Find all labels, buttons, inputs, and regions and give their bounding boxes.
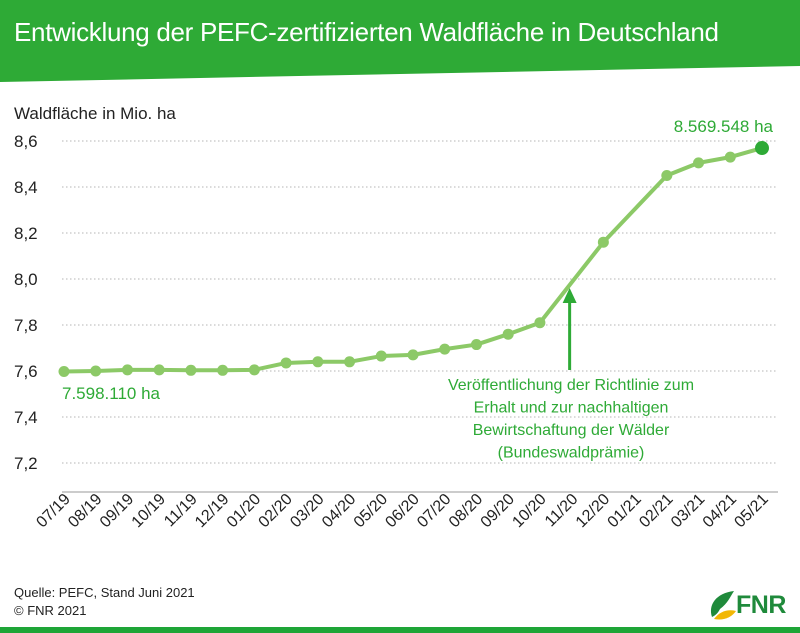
y-tick-label: 8,4 [14,178,38,197]
y-tick-label: 8,6 [14,132,38,151]
series-line [62,146,764,374]
last-value-label: 8.569.548 ha [674,117,774,136]
x-tick-label: 11/20 [542,491,582,531]
data-point [470,339,482,351]
data-point [280,357,292,369]
annotation-arrow-layer [562,288,577,370]
x-tick-label: 02/20 [256,491,296,531]
x-tick-label: 07/20 [414,491,454,531]
data-point [121,364,133,376]
data-point [407,349,419,361]
y-tick-labels: 7,2 7,4 7,6 7,8 8,0 8,2 8,4 8,6 [14,132,38,473]
annotation-note-line: Bewirtschaftung der Wälder [473,422,670,439]
x-tick-label: 05/20 [351,491,391,531]
data-point [344,356,356,368]
data-point [724,151,736,163]
data-point [153,364,165,376]
x-tick-label: 09/20 [478,491,518,531]
x-tick-label: 07/19 [33,491,73,531]
grid-layer [62,140,778,493]
data-point [502,328,514,340]
x-tick-label: 03/21 [668,491,708,531]
copyright-text: © FNR 2021 [14,603,87,618]
leaf-icon [710,591,736,620]
line-chart: 7,2 7,4 7,6 7,8 8,0 8,2 8,4 8,6 07/1908/1909/19… [14,117,778,531]
data-point [534,317,546,329]
first-value-label: 7.598.110 ha [62,384,161,403]
data-point [58,365,70,377]
data-point [661,170,673,181]
logo-text: FNR [736,591,786,619]
x-tick-label: 05/21 [731,491,771,531]
x-tick-label: 10/20 [509,491,549,531]
annotation-note-line: Veröffentlichung der Richtlinie zum [448,377,694,394]
data-point [185,364,197,376]
fnr-logo: FNR [706,587,792,623]
y-tick-label: 7,2 [14,454,38,473]
x-tick-label: 10/19 [129,491,169,531]
annotation-labels: 7.598.110 ha 8.569.548 ha Veröffentlichung… [62,117,774,462]
x-tick-label: 08/19 [65,491,105,531]
source-note: Quelle: PEFC, Stand Juni 2021 © FNR 2021 [14,584,195,620]
chart-title: Entwicklung der PEFC-zertifizierten Wald… [14,17,719,47]
x-tick-labels: 07/1908/1909/1910/1911/1912/1901/2002/20… [33,491,771,531]
x-tick-label: 09/19 [97,491,137,531]
bottom-bar [0,627,800,633]
data-point [693,157,705,169]
y-axis-title: Waldfläche in Mio. ha [14,104,176,123]
y-tick-label: 8,0 [14,270,38,289]
x-tick-label: 01/21 [605,491,645,531]
source-text: Quelle: PEFC, Stand Juni 2021 [14,585,195,600]
y-tick-label: 7,4 [14,408,38,427]
annotation-note-line: (Bundeswaldprämie) [498,445,645,462]
x-tick-label: 08/20 [446,491,486,531]
data-point [248,364,260,376]
data-point [217,364,229,376]
x-tick-label: 01/20 [224,491,264,531]
title-banner [0,0,800,82]
annotation-note-line: Erhalt und zur nachhaltigen [474,400,669,417]
y-tick-label: 7,6 [14,362,38,381]
series-layer [58,141,769,377]
x-tick-label: 04/20 [319,491,359,531]
x-tick-label: 03/20 [287,491,327,531]
y-tick-label: 7,8 [14,316,38,335]
data-point [439,343,451,355]
annotation-arrow-head [562,288,577,303]
y-tick-label: 8,2 [14,224,38,243]
x-tick-label: 04/21 [700,491,740,531]
data-point [375,350,387,362]
x-tick-label: 12/20 [573,491,613,531]
data-point [597,236,609,248]
x-tick-label: 02/21 [636,491,676,531]
data-point [312,356,324,368]
x-tick-label: 06/20 [382,491,422,531]
x-tick-label: 12/19 [192,491,232,531]
data-point [90,365,102,377]
data-point [755,141,769,156]
x-tick-label: 11/19 [161,491,201,531]
